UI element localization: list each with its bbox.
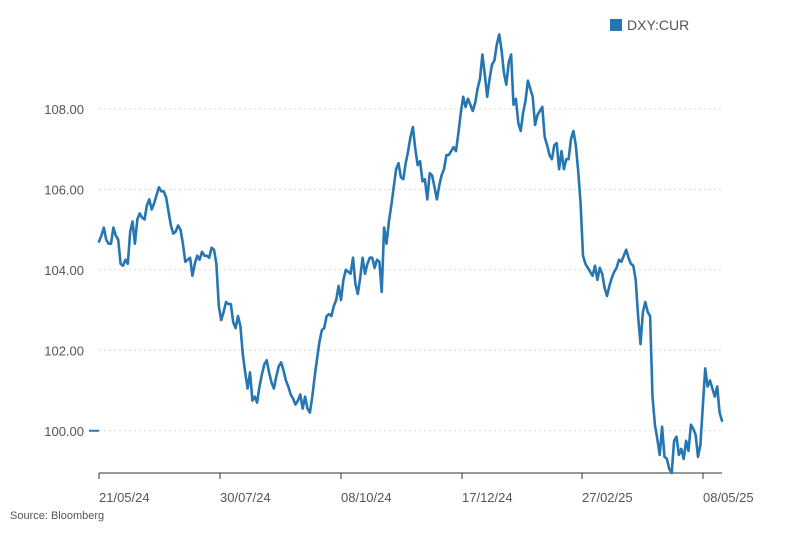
x-tick-label: 08/10/24 (341, 490, 392, 505)
x-axis: 21/05/24 30/07/24 08/10/24 17/12/24 27/02/25… (98, 472, 754, 505)
legend[interactable]: DXY:CUR (610, 17, 689, 33)
y-tick-label: 104.00 (44, 263, 84, 278)
y-tick-label: 106.00 (44, 182, 84, 197)
source-note: Source: Bloomberg (10, 510, 105, 522)
gridlines (99, 108, 722, 432)
legend-label: DXY:CUR (627, 17, 689, 33)
series-line-dxy (97, 33, 724, 475)
x-tick-label: 21/05/24 (99, 490, 150, 505)
x-tick-label: 30/07/24 (220, 490, 271, 505)
y-tick-label: 100.00 (44, 424, 84, 439)
series-layer (97, 33, 724, 475)
x-tick-label: 27/02/25 (582, 490, 633, 505)
y-axis: 100.00 102.00 104.00 106.00 108.00 (44, 102, 99, 439)
legend-swatch (610, 19, 622, 31)
x-tick-label: 08/05/25 (703, 490, 754, 505)
y-tick-label: 108.00 (44, 102, 84, 117)
y-tick-label: 102.00 (44, 343, 84, 358)
x-tick-label: 17/12/24 (462, 490, 513, 505)
